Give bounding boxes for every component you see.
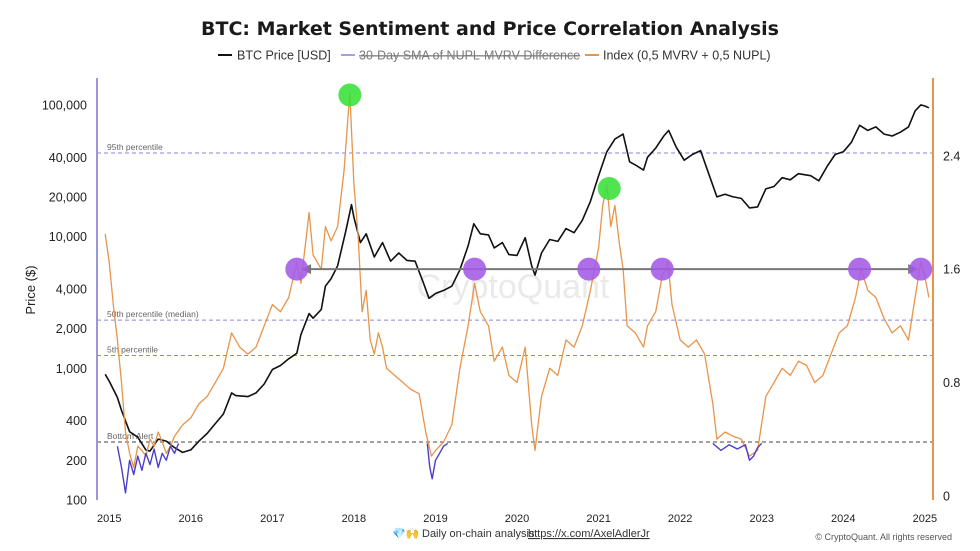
series-30-day-sma-of-nupl-mvrv-difference-segment-1 <box>116 443 180 494</box>
ref-label-5th-percentile: 5th percentile <box>107 345 158 355</box>
y-right-tick-0-8: 0.8 <box>943 376 960 390</box>
x-tick-2024: 2024 <box>831 513 855 525</box>
marker-8 <box>909 257 933 281</box>
marker-7 <box>848 257 872 281</box>
x-ticks: 2015 2016 2017 2018 2019 2020 2021 2022 2023 2024… <box>97 513 937 525</box>
y-left-tick-4000: 4,000 <box>56 283 87 297</box>
y-left-tick-100000: 100,000 <box>42 98 87 112</box>
x-tick-2020: 2020 <box>505 513 529 525</box>
ref-label-95th-percentile: 95th percentile <box>107 142 163 152</box>
series-btc-price-usd <box>104 104 930 454</box>
marker-5 <box>577 257 601 281</box>
y-axis-title: Price ($) <box>23 265 38 314</box>
marker-6 <box>650 257 674 281</box>
legend-label-btc-price: BTC Price [USD] <box>237 49 331 63</box>
x-tick-2025: 2025 <box>913 513 937 525</box>
reference-lines: 95th percentile 50th percentile (median) 5… <box>97 142 933 443</box>
x-tick-2022: 2022 <box>668 513 692 525</box>
legend-label-index: Index (0,5 MVRV + 0,5 NUPL) <box>603 49 771 63</box>
x-tick-2021: 2021 <box>586 513 610 525</box>
x-tick-2018: 2018 <box>342 513 366 525</box>
legend-label-sma: 30-Day SMA of NUPL-MVRV Difference <box>359 49 580 63</box>
copyright: © CryptoQuant. All rights reserved <box>815 532 952 542</box>
chart-title: BTC: Market Sentiment and Price Correlat… <box>201 18 779 40</box>
y-left-tick-100: 100 <box>66 494 87 508</box>
series-layer <box>104 91 930 494</box>
legend-item-sma[interactable]: 30-Day SMA of NUPL-MVRV Difference <box>341 49 580 63</box>
footer-emoji: 💎🙌 <box>392 527 419 540</box>
y-left-tick-40000: 40,000 <box>49 151 87 165</box>
marker-1 <box>338 83 362 107</box>
marker-4 <box>463 257 487 281</box>
marker-3 <box>285 257 309 281</box>
legend-item-index[interactable]: Index (0,5 MVRV + 0,5 NUPL) <box>585 49 771 63</box>
footer-text: Daily on-chain analysis: <box>422 528 538 540</box>
series-30-day-sma-of-nupl-mvrv-difference-segment-2 <box>426 442 449 480</box>
x-tick-2015: 2015 <box>97 513 121 525</box>
y-left-tick-10000: 10,000 <box>49 230 87 244</box>
markers-layer <box>285 83 933 281</box>
annotation-arrow-layer <box>301 264 919 275</box>
x-tick-2023: 2023 <box>749 513 773 525</box>
ref-label-bottom-alert: Bottom Alert <box>107 431 154 441</box>
y-right-ticks: 0 0.8 1.6 2.4 <box>943 149 960 503</box>
footer: 💎🙌 Daily on-chain analysis: https://x.co… <box>392 527 952 542</box>
legend-item-btc-price[interactable]: BTC Price [USD] <box>218 49 331 63</box>
ref-label-50th-percentile-median: 50th percentile (median) <box>107 309 199 319</box>
y-right-tick-0: 0 <box>943 489 950 503</box>
x-tick-2016: 2016 <box>179 513 203 525</box>
marker-2 <box>597 176 621 200</box>
footer-link[interactable]: https://x.com/AxelAdlerJr <box>528 528 650 540</box>
y-left-tick-400: 400 <box>66 414 87 428</box>
y-left-tick-200: 200 <box>66 454 87 468</box>
x-tick-2019: 2019 <box>423 513 447 525</box>
y-left-ticks: 100 200 400 1,000 2,000 4,000 10,000 20,000 40,0… <box>42 98 87 507</box>
y-left-tick-20000: 20,000 <box>49 190 87 204</box>
x-tick-2017: 2017 <box>260 513 284 525</box>
y-left-tick-1000: 1,000 <box>56 362 87 376</box>
y-right-tick-2-4: 2.4 <box>943 149 960 163</box>
y-left-tick-2000: 2,000 <box>56 322 87 336</box>
series-30-day-sma-of-nupl-mvrv-difference-segment-3 <box>712 442 763 461</box>
series-index-0-5-mvrv-0-5-nupl <box>104 91 930 469</box>
legend: BTC Price [USD] 30-Day SMA of NUPL-MVRV … <box>218 49 771 63</box>
y-right-tick-1-6: 1.6 <box>943 263 960 277</box>
